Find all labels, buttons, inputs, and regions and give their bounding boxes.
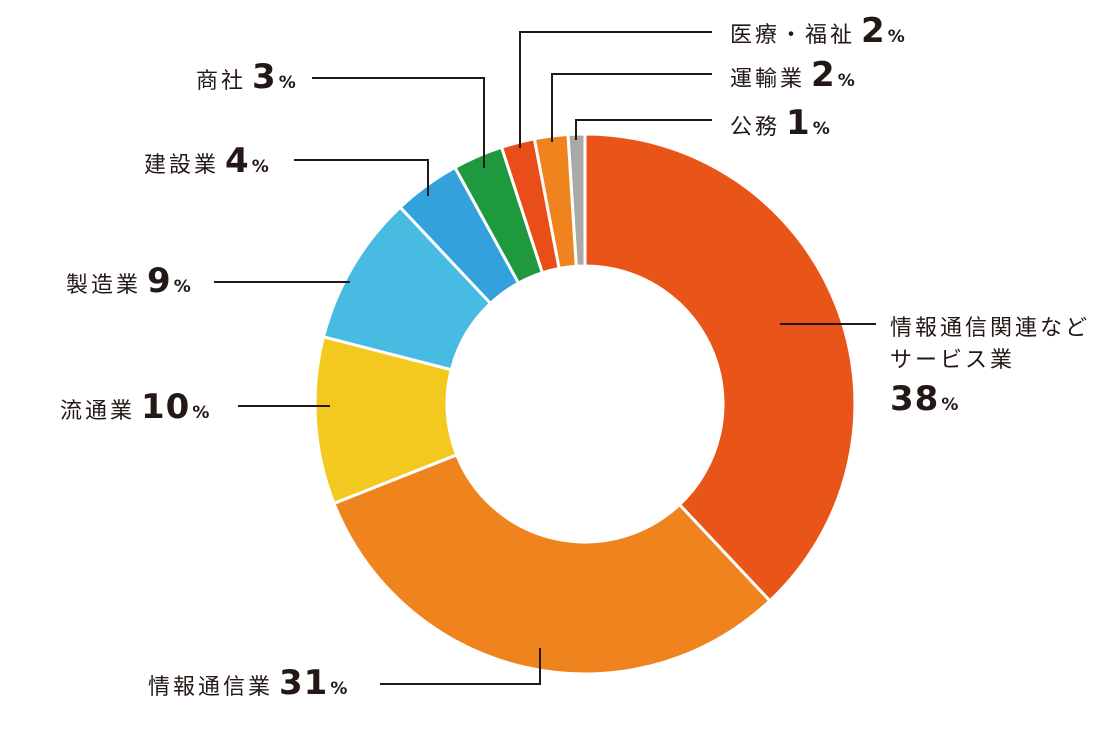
slice-infocom bbox=[332, 452, 772, 676]
leader-medical bbox=[519, 31, 712, 148]
label-trading: 商社 3% bbox=[196, 57, 296, 97]
leader-transport bbox=[551, 73, 712, 142]
label-construction: 建設業 4% bbox=[144, 141, 269, 181]
label-manufacturing: 製造業 9% bbox=[66, 261, 191, 301]
leader-construction bbox=[294, 159, 429, 196]
slice-public bbox=[566, 132, 587, 268]
slice-services bbox=[583, 132, 857, 603]
label-infocom: 情報通信業 31% bbox=[148, 663, 348, 703]
label-public: 公務 1% bbox=[730, 103, 830, 143]
leader-trading bbox=[312, 77, 485, 168]
leader-public bbox=[575, 119, 712, 140]
label-retail: 流通業 10% bbox=[60, 387, 210, 427]
leader-infocom bbox=[380, 648, 541, 685]
label-medical: 医療・福祉 2% bbox=[730, 11, 905, 51]
label-transport: 運輸業 2% bbox=[730, 55, 855, 95]
label-services: 情報通信関連など サービス業 38% bbox=[890, 316, 1091, 419]
